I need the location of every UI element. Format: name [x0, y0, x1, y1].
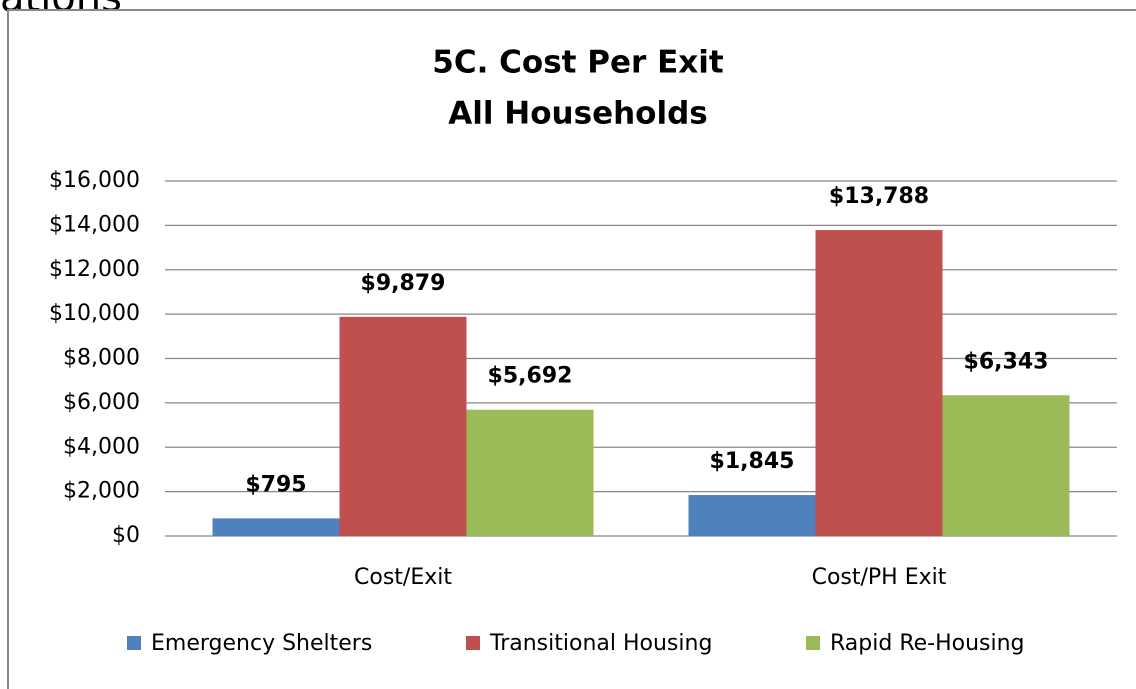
y-tick-label: $14,000 [49, 212, 140, 237]
data-label: $6,343 [964, 349, 1049, 374]
y-tick-label: $12,000 [49, 257, 140, 282]
y-tick-label: $4,000 [63, 434, 140, 459]
bar [815, 230, 943, 537]
bar [466, 409, 594, 536]
chart-title: 5C. Cost Per Exit [432, 45, 724, 81]
data-label: $9,879 [361, 271, 446, 296]
legend-label: Rapid Re-Housing [830, 631, 1025, 656]
y-tick-label: $0 [112, 523, 140, 548]
legend-swatch [466, 636, 480, 650]
legend-swatch [806, 636, 820, 650]
data-label: $5,692 [488, 364, 573, 389]
legend-swatch [127, 636, 141, 650]
y-tick-label: $10,000 [49, 301, 140, 326]
bar [212, 518, 340, 536]
data-label: $1,845 [710, 449, 795, 474]
data-label: $13,788 [829, 184, 929, 209]
bar [942, 395, 1070, 536]
chart-title: All Households [448, 96, 707, 132]
bar [339, 316, 467, 536]
y-tick-label: $16,000 [49, 168, 140, 193]
legend-label: Emergency Shelters [151, 631, 372, 656]
x-tick-label: Cost/PH Exit [812, 565, 947, 590]
x-tick-label: Cost/Exit [354, 565, 452, 590]
chart-frame [7, 9, 1136, 689]
y-tick-label: $2,000 [63, 479, 140, 504]
data-label: $795 [245, 472, 306, 497]
bar [688, 495, 816, 536]
y-tick-label: $6,000 [63, 390, 140, 415]
legend-label: Transitional Housing [489, 631, 712, 656]
y-tick-label: $8,000 [63, 346, 140, 371]
